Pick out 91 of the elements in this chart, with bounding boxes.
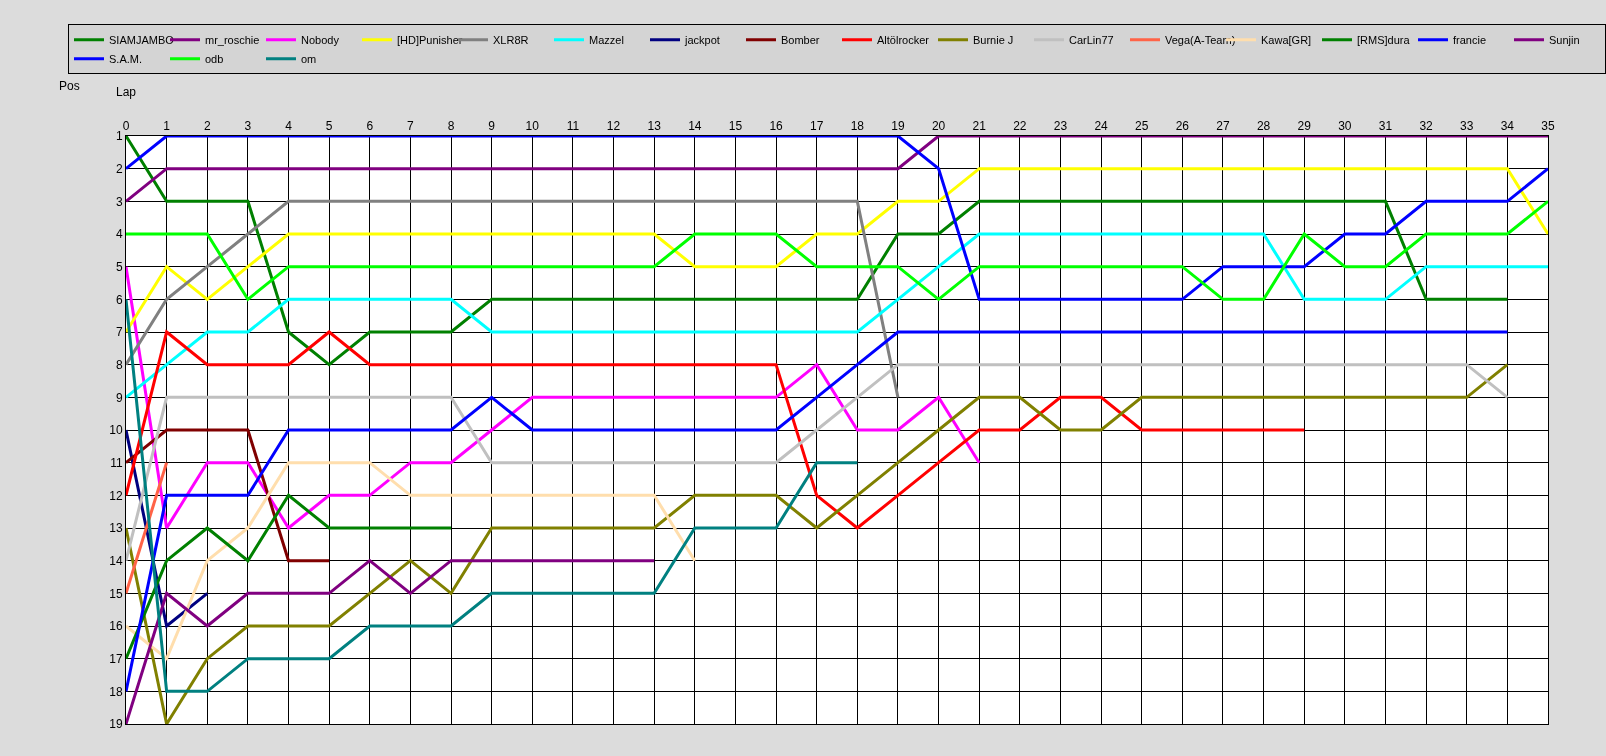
- legend-label: odb: [205, 53, 224, 66]
- x-tick-label: 5: [325, 119, 333, 134]
- x-tick-label: 12: [606, 119, 621, 134]
- y-tick-label: 11: [110, 455, 123, 470]
- y-tick-label: 4: [115, 227, 123, 242]
- line-series: [126, 363, 1509, 563]
- y-tick-label: 15: [109, 586, 123, 601]
- legend-label: Sunjin: [1549, 34, 1580, 47]
- x-tick-label: 14: [688, 119, 702, 134]
- x-tick-label: 16: [769, 119, 784, 134]
- y-tick-label: 13: [109, 521, 123, 536]
- x-tick-label: 25: [1135, 119, 1149, 134]
- legend-label: [HD]Punisher: [397, 34, 463, 47]
- legend-label: SIAMJAMBO: [109, 34, 175, 47]
- y-tick-label: 16: [109, 619, 123, 634]
- y-tick-label: 17: [109, 651, 123, 666]
- y-tick-label: 3: [115, 194, 123, 209]
- x-tick-label: 22: [1013, 119, 1027, 134]
- x-tick-label: 11: [566, 119, 580, 134]
- line-series: [126, 461, 697, 661]
- y-tick-label: 12: [109, 488, 123, 503]
- legend-label: mr_roschie: [205, 34, 260, 47]
- line-series: [126, 167, 1548, 334]
- line-series: [126, 559, 656, 724]
- y-tick-label: 7: [115, 325, 123, 340]
- y-tick-label: 14: [109, 553, 123, 568]
- line-series: [126, 363, 1509, 724]
- y-tick-label: 9: [115, 390, 123, 405]
- x-tick-label: 1: [163, 119, 171, 134]
- legend-label: Kawa[GR]: [1261, 34, 1312, 47]
- line-series: [126, 330, 1509, 693]
- line-series: [126, 232, 1548, 399]
- x-tick-label: 0: [122, 119, 130, 134]
- x-tick-label: 15: [728, 119, 743, 134]
- x-tick-label: 8: [447, 119, 455, 134]
- legend-label: Burnie J: [973, 34, 1014, 47]
- legend-label: Vega(A-Team): [1165, 34, 1236, 47]
- line-series: [126, 493, 453, 661]
- x-tick-label: 20: [931, 119, 946, 134]
- x-tick-label: 23: [1053, 119, 1068, 134]
- legend-label: S.A.M.: [109, 53, 143, 66]
- x-tick-label: 35: [1541, 119, 1555, 134]
- x-tick-label: 31: [1378, 119, 1393, 134]
- x-tick-label: 19: [891, 119, 905, 134]
- x-tick-label: 2: [203, 119, 211, 134]
- y-tick-label: 18: [109, 684, 123, 699]
- line-series: [126, 136, 1509, 367]
- line-series: [126, 265, 981, 530]
- x-tick-label: 10: [525, 119, 540, 134]
- x-tick-label: 27: [1216, 119, 1230, 134]
- legend-label: francie: [1453, 34, 1487, 47]
- x-tick-label: 13: [647, 119, 662, 134]
- line-series: [126, 199, 900, 399]
- legend-label: XLR8R: [493, 34, 529, 47]
- x-tick-label: 9: [488, 119, 496, 134]
- legend-label: om: [301, 53, 317, 66]
- line-series: [126, 199, 1548, 301]
- legend-label: Mazzel: [589, 34, 624, 47]
- y-axis-title: Pos: [59, 79, 80, 93]
- y-tick-label: 10: [109, 423, 123, 438]
- legend-label: [RMS]dura: [1357, 34, 1411, 47]
- x-tick-label: 18: [850, 119, 865, 134]
- x-tick-label: 17: [810, 119, 824, 134]
- legend-label: Nobody: [301, 34, 340, 47]
- y-tick-label: 1: [115, 129, 123, 144]
- x-tick-label: 6: [366, 119, 374, 134]
- legend-label: Altölrocker: [877, 34, 930, 47]
- y-tick-label: 6: [115, 292, 123, 307]
- y-tick-label: 8: [115, 357, 123, 372]
- x-tick-label: 21: [972, 119, 987, 134]
- line-series: [126, 330, 1306, 530]
- x-tick-label: 24: [1094, 119, 1109, 134]
- x-tick-label: 34: [1500, 119, 1515, 134]
- y-tick-label: 5: [115, 259, 123, 274]
- legend-label: Bomber: [781, 34, 820, 47]
- y-tick-label: 19: [109, 717, 123, 732]
- legend-label: CarLin77: [1069, 34, 1114, 47]
- line-series: [126, 136, 1548, 301]
- x-tick-label: 28: [1256, 119, 1271, 134]
- x-tick-label: 32: [1419, 119, 1434, 134]
- x-tick-label: 4: [285, 119, 293, 134]
- x-tick-label: 29: [1297, 119, 1312, 134]
- x-tick-label: 7: [407, 119, 415, 134]
- x-tick-label: 30: [1338, 119, 1352, 134]
- x-tick-label: 26: [1175, 119, 1190, 134]
- line-series: [126, 297, 859, 693]
- x-tick-label: 33: [1460, 119, 1474, 134]
- y-tick-label: 2: [115, 161, 123, 176]
- legend-label: jackpot: [684, 34, 720, 47]
- x-tick-label: 3: [244, 119, 252, 134]
- x-axis-title: Lap: [116, 85, 137, 99]
